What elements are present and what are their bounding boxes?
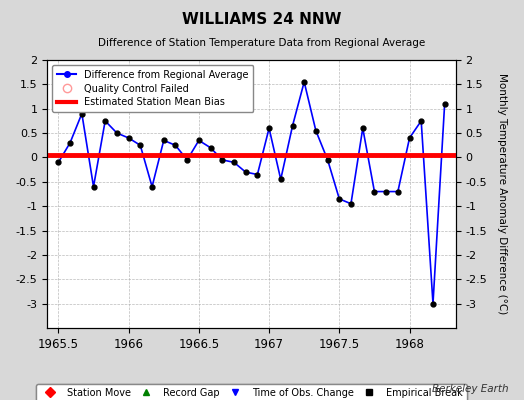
Text: Difference of Station Temperature Data from Regional Average: Difference of Station Temperature Data f… [99, 38, 425, 48]
Text: WILLIAMS 24 NNW: WILLIAMS 24 NNW [182, 12, 342, 27]
Text: Berkeley Earth: Berkeley Earth [432, 384, 508, 394]
Legend: Station Move, Record Gap, Time of Obs. Change, Empirical Break: Station Move, Record Gap, Time of Obs. C… [36, 384, 467, 400]
Y-axis label: Monthly Temperature Anomaly Difference (°C): Monthly Temperature Anomaly Difference (… [497, 73, 507, 315]
